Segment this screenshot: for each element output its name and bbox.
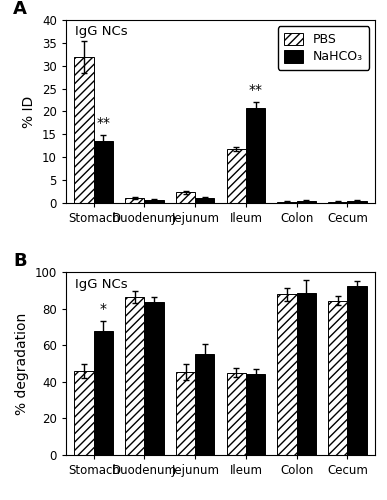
Legend: PBS, NaHCO₃: PBS, NaHCO₃	[278, 26, 369, 70]
Bar	[144, 200, 164, 203]
Bar	[348, 286, 367, 455]
Bar	[328, 300, 348, 455]
Bar	[297, 293, 316, 455]
Bar	[176, 372, 195, 455]
Y-axis label: % ID: % ID	[22, 96, 36, 128]
Text: IgG NCs: IgG NCs	[75, 278, 128, 290]
Bar	[144, 302, 164, 455]
Bar	[297, 201, 316, 203]
Bar	[74, 371, 94, 455]
Bar	[125, 198, 144, 203]
Bar	[195, 354, 214, 455]
Text: A: A	[13, 0, 27, 18]
Text: *: *	[100, 302, 107, 316]
Text: B: B	[13, 252, 27, 270]
Text: **: **	[248, 83, 263, 97]
Bar	[74, 58, 94, 203]
Bar	[227, 373, 246, 455]
Bar	[227, 150, 246, 203]
Bar	[176, 192, 195, 203]
Bar	[94, 330, 113, 455]
Bar	[328, 202, 348, 203]
Bar	[94, 141, 113, 203]
Bar	[125, 297, 144, 455]
Bar	[246, 108, 265, 203]
Bar	[348, 201, 367, 203]
Bar	[277, 202, 297, 203]
Bar	[277, 294, 297, 455]
Bar	[246, 374, 265, 455]
Y-axis label: % degradation: % degradation	[15, 312, 29, 414]
Text: IgG NCs: IgG NCs	[75, 26, 128, 38]
Text: **: **	[96, 116, 110, 130]
Bar	[195, 198, 214, 203]
